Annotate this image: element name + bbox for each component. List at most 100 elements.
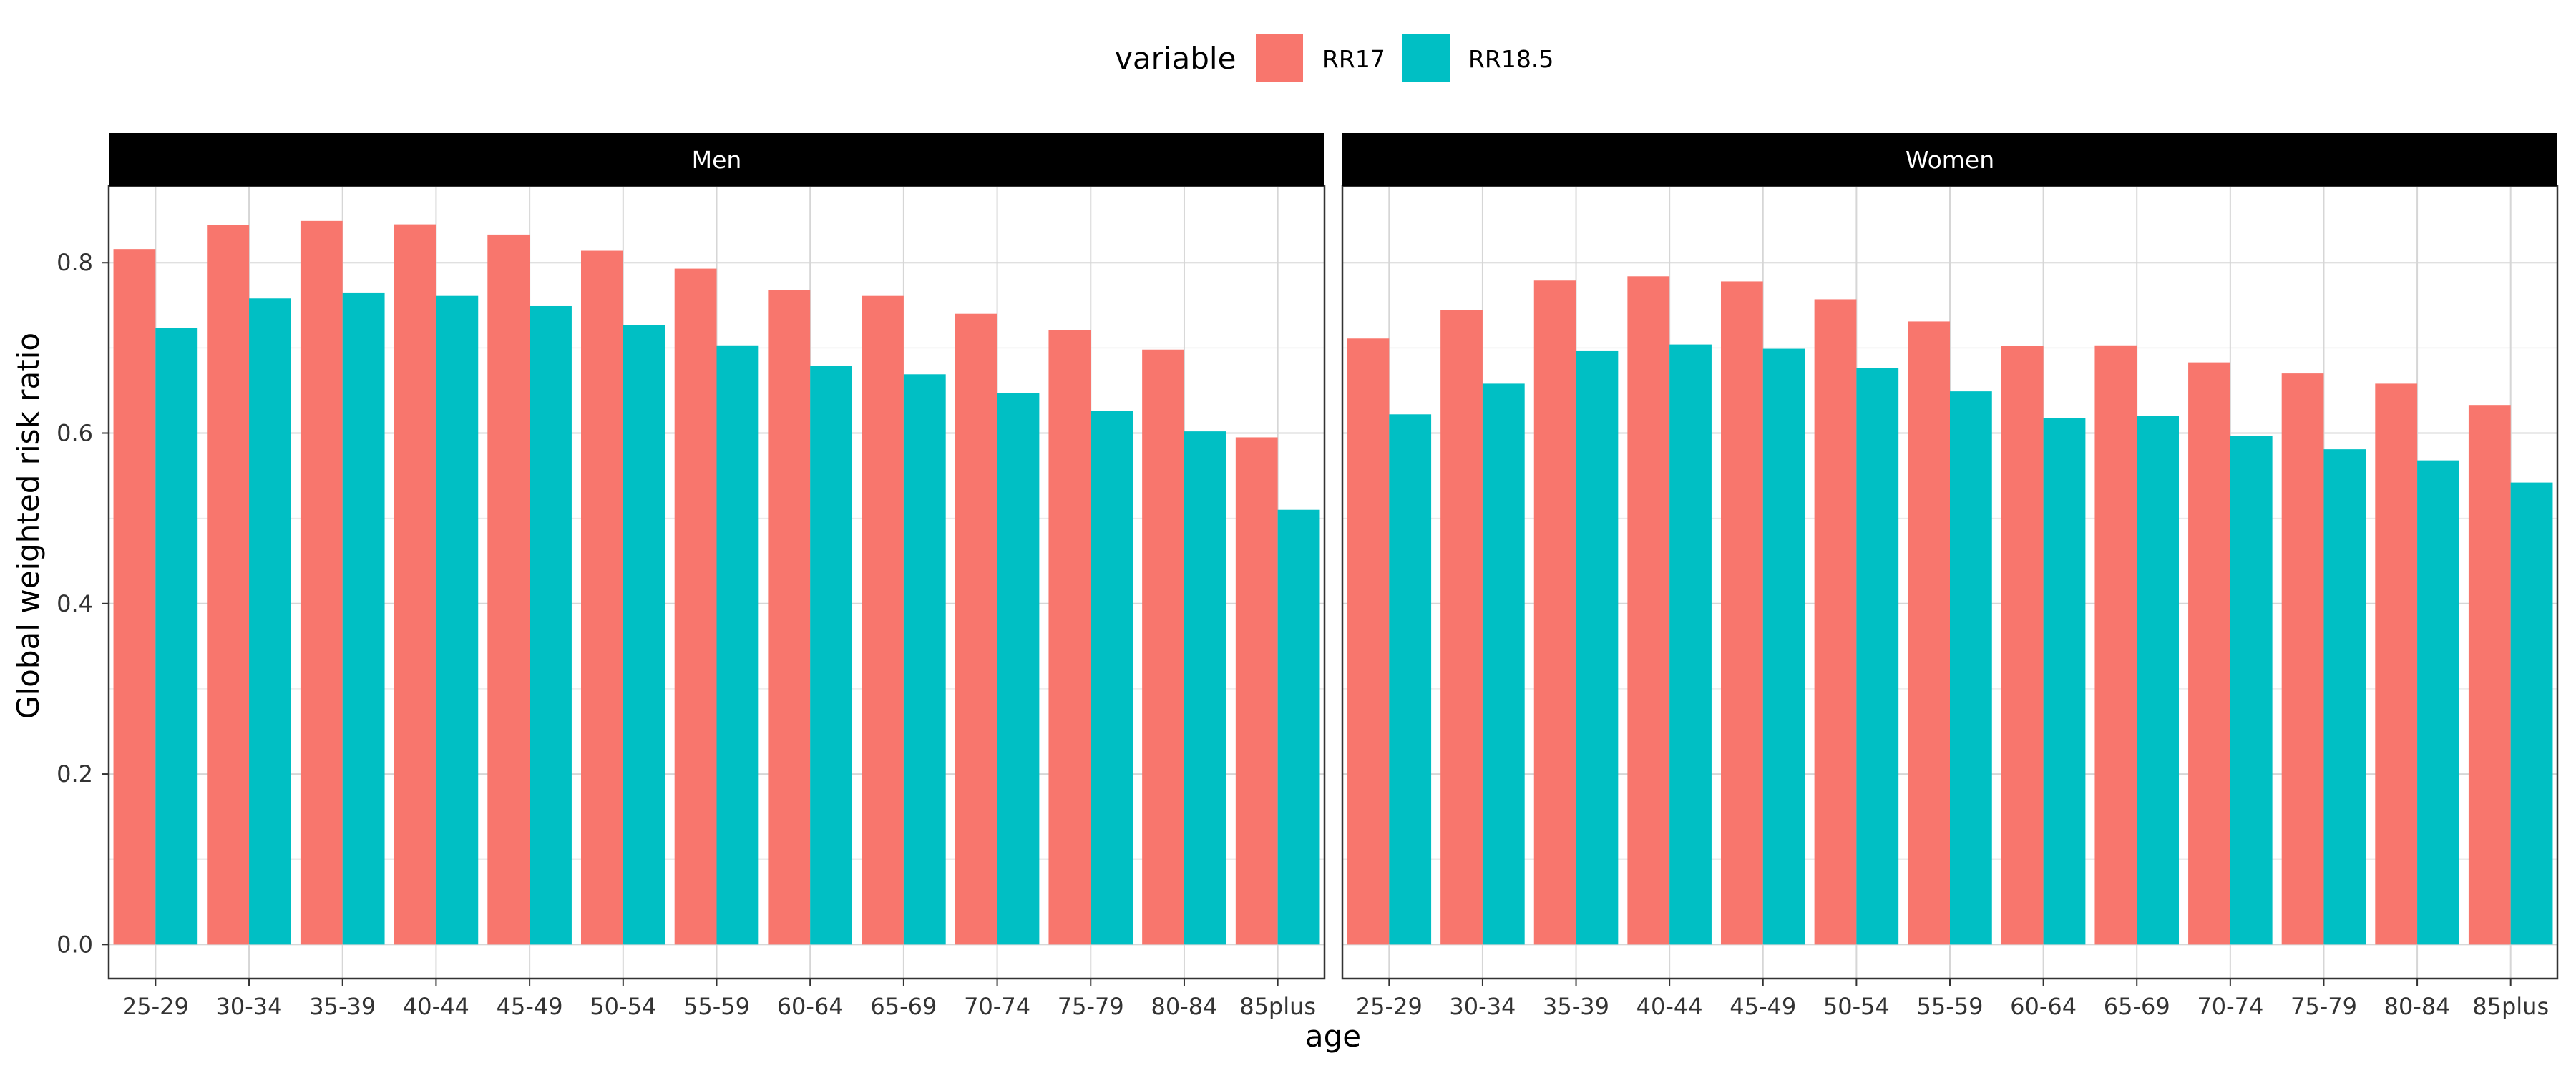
legend-swatch-rr17	[1256, 34, 1303, 82]
strip-label-women: Women	[1906, 146, 1994, 174]
x-tick-label: 45-49	[497, 993, 563, 1020]
bar-women-rr18-5-35-39	[1576, 350, 1619, 945]
bar-men-rr17-85plus	[1235, 437, 1278, 945]
legend-title: variable	[1115, 41, 1236, 76]
x-tick-label: 85plus	[1239, 993, 1316, 1020]
bar-women-rr18-5-70-74	[2230, 436, 2273, 945]
x-tick-label: 45-49	[1729, 993, 1796, 1020]
x-tick-label: 80-84	[1151, 993, 1217, 1020]
legend-swatch-rr18-5	[1402, 34, 1450, 82]
x-tick-label: 40-44	[1636, 993, 1703, 1020]
bar-men-rr18-5-40-44	[436, 295, 479, 945]
x-tick-label: 60-64	[777, 993, 844, 1020]
bar-women-rr18-5-45-49	[1762, 348, 1805, 945]
bar-women-rr17-55-59	[1908, 321, 1950, 945]
bar-men-rr17-50-54	[580, 250, 623, 945]
bar-men-rr17-45-49	[487, 234, 530, 945]
x-axis-title: age	[1305, 1019, 1361, 1054]
bar-men-rr17-25-29	[113, 249, 156, 945]
x-tick-label: 30-34	[216, 993, 283, 1020]
bar-women-rr18-5-60-64	[2043, 418, 2086, 945]
bar-men-rr18-5-25-29	[155, 328, 198, 945]
bar-men-rr17-30-34	[207, 225, 250, 945]
x-tick-label: 25-29	[1356, 993, 1423, 1020]
x-tick-labels-men: 25-29 30-34 35-39 40-44 45-49 50-54 55-59 60-64…	[122, 979, 1316, 1020]
strip-men	[109, 133, 1324, 186]
panel-women: Women 25-29 30-34 35-39 40-44 45-49 50-54 55-5…	[1341, 133, 2559, 1020]
bar-men-rr18-5-35-39	[342, 292, 385, 945]
x-tick-label: 25-29	[122, 993, 189, 1020]
bar-women-rr18-5-50-54	[1856, 368, 1899, 945]
y-tick-label: 0.0	[57, 931, 93, 958]
bar-men-rr17-40-44	[394, 224, 436, 945]
y-tick-label: 0.2	[57, 760, 93, 788]
bar-women-rr17-25-29	[1347, 338, 1390, 945]
bar-men-rr18-5-85plus	[1277, 509, 1320, 945]
bar-men-rr17-55-59	[674, 268, 717, 945]
legend: variable RR17 RR18.5	[1115, 34, 1553, 82]
bar-women-rr17-30-34	[1440, 310, 1483, 945]
x-tick-label: 35-39	[309, 993, 376, 1020]
bar-men-rr18-5-80-84	[1184, 431, 1226, 945]
bar-men-rr18-5-30-34	[249, 298, 291, 945]
x-tick-label: 30-34	[1449, 993, 1516, 1020]
x-tick-label: 50-54	[590, 993, 656, 1020]
bar-men-rr18-5-75-79	[1091, 411, 1133, 945]
x-tick-label: 75-79	[1058, 993, 1124, 1020]
strip-women	[1342, 133, 2557, 186]
bar-men-rr17-80-84	[1142, 349, 1184, 945]
x-tick-label: 50-54	[1823, 993, 1890, 1020]
legend-label-rr18-5: RR18.5	[1468, 45, 1553, 73]
x-tick-label: 35-39	[1543, 993, 1609, 1020]
x-tick-label: 40-44	[403, 993, 469, 1020]
panel-bars	[1347, 276, 2553, 945]
bar-women-rr18-5-85plus	[2510, 482, 2553, 945]
bar-women-rr18-5-75-79	[2323, 449, 2366, 945]
x-tick-label: 70-74	[964, 993, 1030, 1020]
bar-women-rr17-50-54	[1814, 299, 1857, 945]
legend-label-rr17: RR17	[1322, 45, 1385, 73]
bar-men-rr18-5-65-69	[903, 374, 946, 945]
strip-label-men: Men	[692, 146, 742, 174]
bar-women-rr17-65-69	[2094, 345, 2137, 945]
bar-men-rr18-5-60-64	[810, 366, 853, 945]
bar-women-rr18-5-40-44	[1669, 344, 1712, 945]
panel-men: Men 25-29 30-34 35-39 40-44 45-49 50-54 55-59 6…	[107, 133, 1326, 1020]
bar-women-rr18-5-55-59	[1950, 391, 1992, 945]
bar-women-rr18-5-25-29	[1389, 414, 1432, 945]
x-tick-label: 65-69	[2104, 993, 2170, 1020]
bar-women-rr17-75-79	[2281, 373, 2324, 945]
bar-men-rr18-5-50-54	[623, 325, 665, 945]
bar-men-rr17-70-74	[955, 313, 997, 945]
x-tick-labels-women: 25-29 30-34 35-39 40-44 45-49 50-54 55-59 60-64…	[1356, 979, 2549, 1020]
bar-women-rr17-70-74	[2188, 362, 2230, 945]
y-tick-label: 0.8	[57, 249, 93, 276]
x-tick-label: 85plus	[2472, 993, 2549, 1020]
bar-women-rr17-35-39	[1533, 280, 1576, 945]
bar-women-rr17-85plus	[2468, 405, 2511, 945]
x-tick-label: 80-84	[2384, 993, 2451, 1020]
bar-women-rr18-5-65-69	[2137, 416, 2180, 945]
x-tick-label: 55-59	[683, 993, 750, 1020]
bar-men-rr17-35-39	[300, 220, 343, 945]
bar-women-rr17-40-44	[1627, 276, 1670, 945]
bar-women-rr17-45-49	[1720, 281, 1763, 945]
bar-men-rr17-75-79	[1048, 330, 1091, 945]
bar-men-rr18-5-70-74	[997, 393, 1040, 945]
bar-men-rr17-65-69	[862, 295, 904, 945]
bar-men-rr17-60-64	[768, 290, 811, 945]
y-tick-label: 0.4	[57, 590, 93, 617]
y-axis-title: Global weighted risk ratio	[11, 333, 46, 719]
bar-women-rr17-80-84	[2375, 383, 2418, 945]
x-tick-label: 55-59	[1917, 993, 1984, 1020]
x-tick-label: 65-69	[870, 993, 937, 1020]
bar-men-rr18-5-55-59	[716, 345, 759, 945]
x-tick-label: 60-64	[2010, 993, 2077, 1020]
y-tick-labels: 0.0 0.2 0.4 0.6 0.8	[57, 249, 93, 958]
x-tick-label: 70-74	[2197, 993, 2263, 1020]
bar-women-rr17-60-64	[2001, 346, 2044, 945]
x-tick-label: 75-79	[2290, 993, 2357, 1020]
bar-women-rr18-5-80-84	[2417, 460, 2459, 945]
